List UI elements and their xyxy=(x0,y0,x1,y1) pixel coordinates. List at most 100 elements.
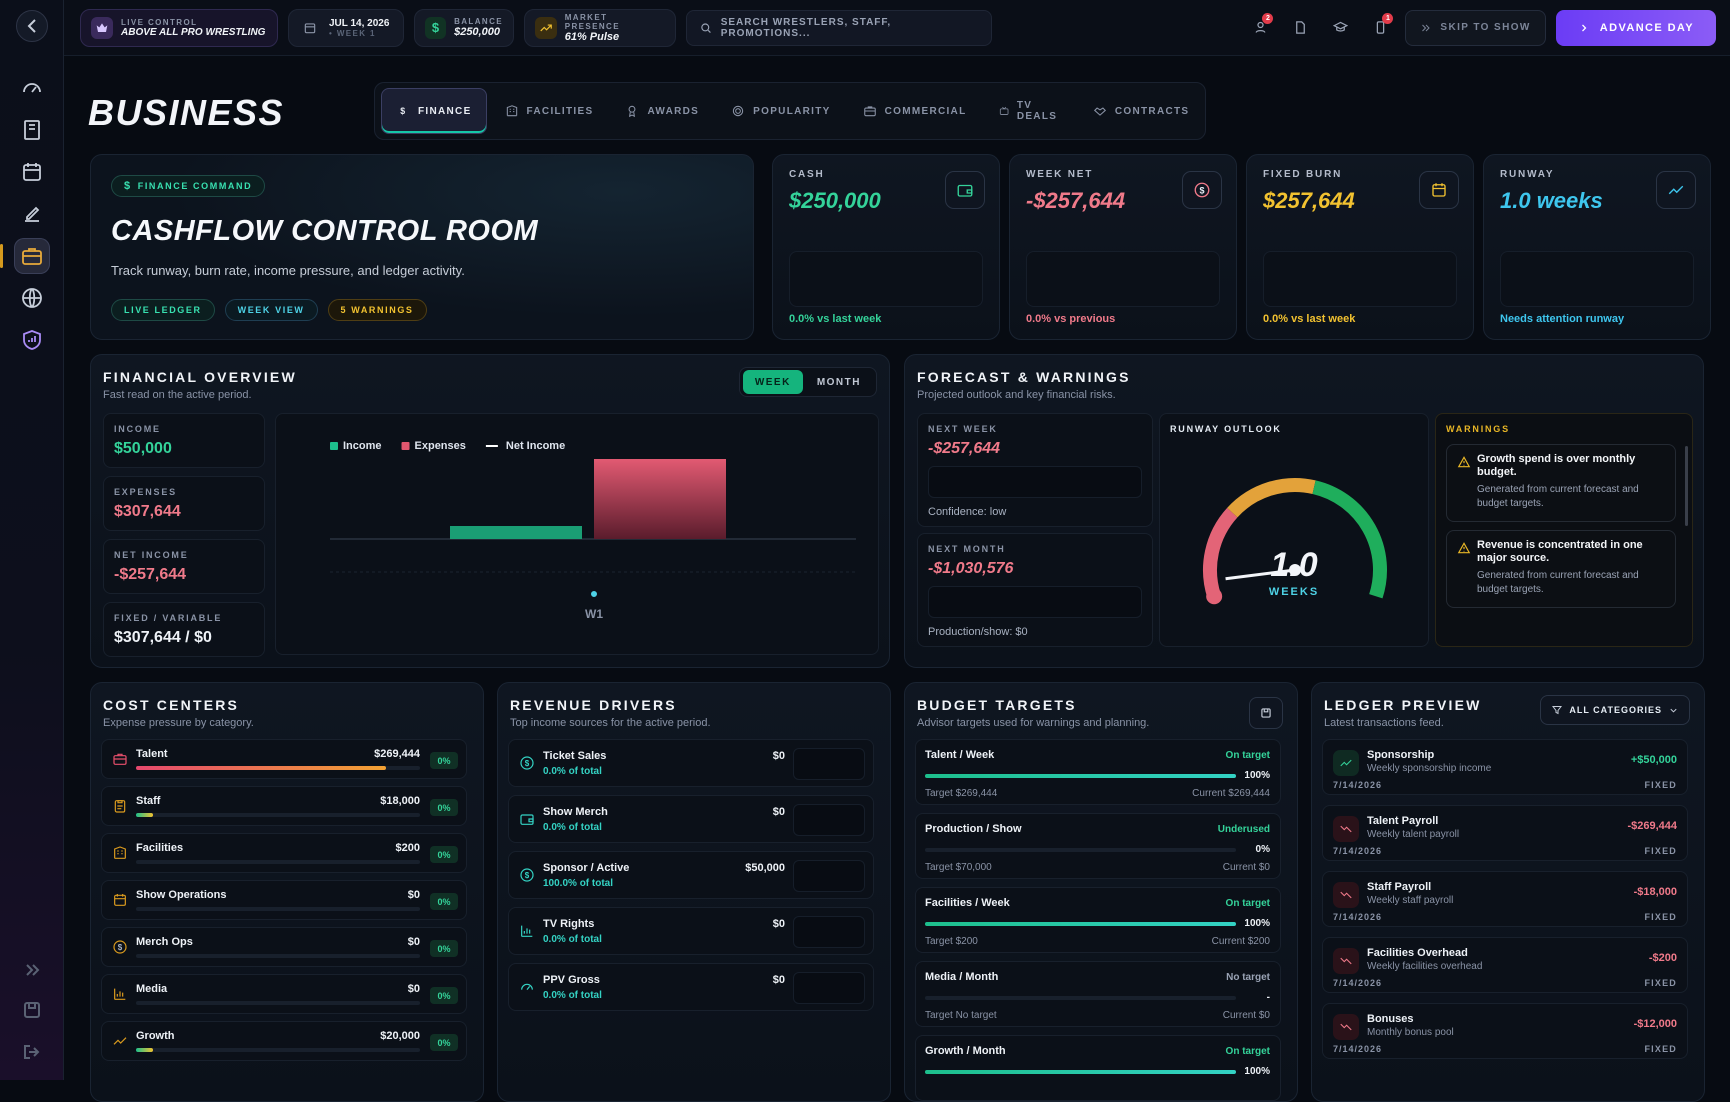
cost-center-name: Talent xyxy=(136,748,168,760)
budget-target-facilities-week[interactable]: Facilities / Week On target 100% Target $20… xyxy=(915,887,1281,953)
budget-target-production-show[interactable]: Production / Show Underused 0% Target $70,0… xyxy=(915,813,1281,879)
promotion-chip[interactable]: LIVE CONTROL ABOVE ALL PRO WRESTLING xyxy=(80,8,278,47)
budget-target-target: Target $269,444 xyxy=(925,788,998,799)
top-bar: LIVE CONTROL ABOVE ALL PRO WRESTLING JUL … xyxy=(64,0,1730,56)
advance-day-button[interactable]: ADVANCE DAY xyxy=(1555,9,1716,46)
bar-income-w1[interactable] xyxy=(450,525,582,539)
warning-item[interactable]: Growth spend is over monthly budget. Gene… xyxy=(1446,444,1676,522)
cost-center-show-operations[interactable]: Show Operations $0 0% xyxy=(101,880,467,920)
academy-button[interactable] xyxy=(1325,13,1355,43)
budget-target-talent-week[interactable]: Talent / Week On target 100% Target $269,44… xyxy=(915,739,1281,805)
stat-icon-button[interactable] xyxy=(1419,171,1459,209)
user-icon xyxy=(1255,21,1266,33)
ledger-entry-amount: -$12,000 xyxy=(1633,1018,1677,1030)
ledger-entry-amount: -$269,444 xyxy=(1627,820,1677,832)
globe-icon xyxy=(22,288,42,308)
cost-center-amount: $20,000 xyxy=(380,1030,420,1042)
month-toggle[interactable]: MONTH xyxy=(816,376,861,388)
sidebar-item-world[interactable] xyxy=(14,280,50,316)
next-month-forecast: NEXT MONTH -$1,030,576 Production/show: … xyxy=(917,533,1153,647)
back-button[interactable] xyxy=(16,10,48,42)
budget-target-pct: 100% xyxy=(1244,918,1270,929)
cost-center-icon xyxy=(112,798,128,814)
stat-icon-button[interactable]: $ xyxy=(1182,171,1222,209)
stat-card-runway: RUNWAY 1.0 weeks Needs attention runway xyxy=(1483,154,1711,340)
search-input[interactable]: SEARCH WRESTLERS, STAFF, PROMOTIONS... xyxy=(686,9,992,46)
cost-center-talent[interactable]: Talent $269,444 0% xyxy=(101,739,467,779)
expand-icon[interactable] xyxy=(14,952,50,988)
cost-center-staff[interactable]: Staff $18,000 0% xyxy=(101,786,467,826)
documents-button[interactable] xyxy=(1285,13,1315,43)
budget-target-media-month[interactable]: Media / Month No target - Target No target C… xyxy=(915,961,1281,1027)
cost-center-growth[interactable]: Growth $20,000 0% xyxy=(101,1021,467,1061)
staff-button[interactable]: 2 xyxy=(1245,12,1275,43)
skip-to-show-button[interactable]: SKIP TO SHOW xyxy=(1405,9,1546,46)
sidebar-item-dashboard[interactable] xyxy=(14,70,50,106)
week-view-pill[interactable]: WEEK VIEW xyxy=(224,299,318,321)
logout-icon[interactable] xyxy=(14,1034,50,1070)
tab-awards[interactable]: AWARDS xyxy=(611,88,713,134)
save-targets-button[interactable] xyxy=(1249,697,1283,729)
calendar-icon xyxy=(23,163,41,181)
tab-commercial[interactable]: COMMERCIAL xyxy=(849,88,981,134)
market-chip[interactable]: MARKET PRESENCE 61% Pulse xyxy=(524,8,676,47)
revenue-driver-amount: $0 xyxy=(772,806,785,818)
sidebar-item-business[interactable] xyxy=(0,238,50,274)
advance-label: ADVANCE DAY xyxy=(1599,21,1694,34)
revenue-driver-share: 0.0% of total xyxy=(543,822,602,833)
gauge-needle xyxy=(1225,568,1296,581)
revenue-driver-ticket-sales[interactable]: $ Ticket Sales 0.0% of total $0 xyxy=(508,739,874,787)
warning-item[interactable]: Revenue is concentrated in one major sou… xyxy=(1446,530,1676,608)
tab-tv-deals[interactable]: TV DEALS xyxy=(985,88,1075,134)
stat-icon-button[interactable] xyxy=(1656,171,1696,209)
cost-center-media[interactable]: Media $0 0% xyxy=(101,974,467,1014)
week-toggle[interactable]: WEEK xyxy=(742,370,803,394)
bar-expenses-w1[interactable] xyxy=(594,459,726,539)
sidebar-item-booking[interactable] xyxy=(14,196,50,232)
sidebar-item-roster[interactable] xyxy=(14,112,50,148)
chevron-down-icon xyxy=(1670,708,1677,713)
trend-down-icon xyxy=(1340,891,1352,899)
budget-target-bar xyxy=(925,848,1236,852)
ledger-entry-talent-payroll[interactable]: Talent Payroll Weekly talent payroll 7/14/… xyxy=(1322,805,1688,861)
balance-chip[interactable]: $ BALANCE $250,000 xyxy=(414,8,514,47)
date-chip[interactable]: JUL 14, 2026 • WEEK 1 xyxy=(288,8,404,47)
ledger-entry-bonuses[interactable]: Bonuses Monthly bonus pool 7/14/2026 -$12,0… xyxy=(1322,1003,1688,1059)
warnings-scrollbar[interactable] xyxy=(1685,446,1688,526)
inbox-button[interactable]: 1 xyxy=(1365,12,1395,43)
tab-popularity[interactable]: POPULARITY xyxy=(717,88,844,134)
tab-contracts[interactable]: CONTRACTS xyxy=(1079,88,1203,134)
cost-center-merch-ops[interactable]: $ Merch Ops $0 0% xyxy=(101,927,467,967)
tab-label: COMMERCIAL xyxy=(884,105,967,117)
budget-target-growth-month[interactable]: Growth / Month On target 100% xyxy=(915,1035,1281,1101)
market-label: MARKET PRESENCE xyxy=(564,12,620,31)
ledger-entry-staff-payroll[interactable]: Staff Payroll Weekly staff payroll 7/14/20… xyxy=(1322,871,1688,927)
overview-title: FINANCIAL OVERVIEW xyxy=(103,369,297,385)
save-icon[interactable] xyxy=(14,992,50,1028)
category-filter[interactable]: ALL CATEGORIES xyxy=(1540,695,1690,725)
cost-center-amount: $0 xyxy=(407,983,420,995)
revenue-driver-sponsor-active[interactable]: $ Sponsor / Active 100.0% of total $50,000 xyxy=(508,851,874,899)
briefcase-icon xyxy=(113,753,127,765)
live-ledger-pill[interactable]: LIVE LEDGER xyxy=(111,299,215,321)
trend-icon xyxy=(1668,185,1684,195)
stat-icon-button[interactable] xyxy=(945,171,985,209)
revenue-driver-show-merch[interactable]: Show Merch 0.0% of total $0 xyxy=(508,795,874,843)
ledger-entry-facilities-overhead[interactable]: Facilities Overhead Weekly facilities ove… xyxy=(1322,937,1688,993)
tab-finance[interactable]: $ FINANCE xyxy=(381,88,487,134)
ledger-entry-sponsorship[interactable]: Sponsorship Weekly sponsorship income 7/14… xyxy=(1322,739,1688,795)
revenue-driver-spark xyxy=(793,916,865,948)
net-income-point-w1[interactable] xyxy=(589,589,599,599)
revenue-driver-tv-rights[interactable]: TV Rights 0.0% of total $0 xyxy=(508,907,874,955)
cost-center-facilities[interactable]: Facilities $200 0% xyxy=(101,833,467,873)
warnings-pill[interactable]: 5 WARNINGS xyxy=(327,299,427,321)
sidebar-item-stats[interactable] xyxy=(14,322,50,358)
sidebar-item-calendar[interactable] xyxy=(14,154,50,190)
overview-item-label: FIXED / VARIABLE xyxy=(114,613,223,623)
tab-facilities[interactable]: FACILITIES xyxy=(491,88,608,134)
chevron-right-icon xyxy=(1581,24,1587,31)
budget-subtitle: Advisor targets used for warnings and pl… xyxy=(917,717,1150,729)
runway-outlook-label: RUNWAY OUTLOOK xyxy=(1170,424,1282,434)
revenue-driver-ppv-gross[interactable]: PPV Gross 0.0% of total $0 xyxy=(508,963,874,1011)
stat-footnote: 0.0% vs last week xyxy=(1263,313,1356,325)
